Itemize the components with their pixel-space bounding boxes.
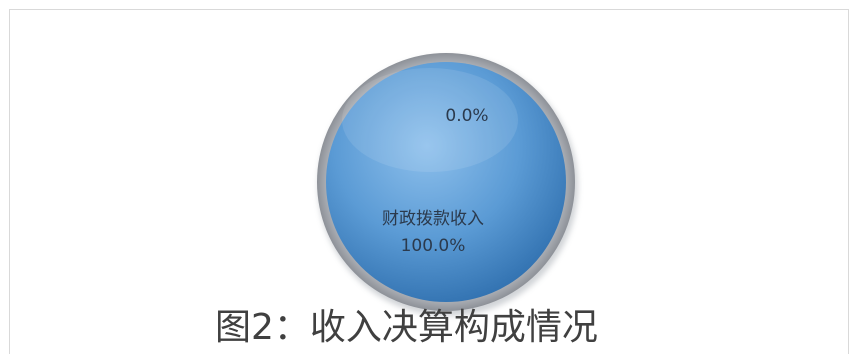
pie-slice-2 [326,62,566,302]
chart-frame [9,9,849,354]
pie-gloss [342,68,518,172]
category-label-slice-2: 财政拨款收入 [382,209,484,229]
data-label-slice-1: 0.0% [445,106,488,126]
pie-slices [326,62,566,302]
figure-caption: 图2：收入决算构成情况 [215,307,598,348]
data-label-slice-2: 100.0% [401,236,466,256]
